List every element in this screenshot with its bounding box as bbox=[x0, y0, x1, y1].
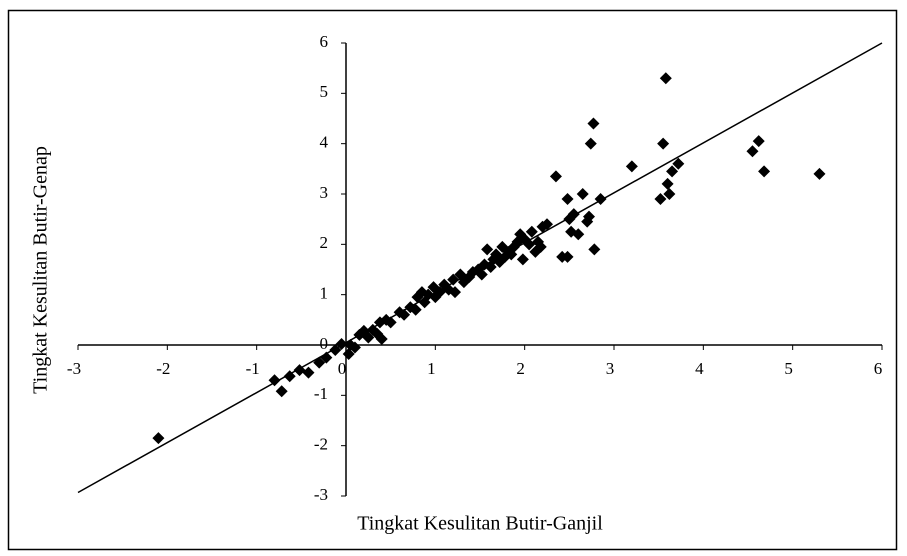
point bbox=[293, 364, 306, 377]
point bbox=[661, 177, 674, 190]
point bbox=[448, 286, 461, 299]
y-tick-label: 0 bbox=[320, 334, 329, 353]
x-tick-label: -1 bbox=[246, 359, 260, 378]
y-tick-label: -2 bbox=[314, 435, 328, 454]
point bbox=[561, 250, 574, 263]
point bbox=[320, 351, 333, 364]
y-axis-title: Tingkat Kesulitan Butir-Genap bbox=[30, 146, 52, 394]
point bbox=[375, 332, 388, 345]
point bbox=[398, 308, 411, 321]
point bbox=[584, 137, 597, 150]
point bbox=[672, 157, 685, 170]
point bbox=[275, 385, 288, 398]
point bbox=[541, 218, 553, 231]
point bbox=[283, 370, 296, 383]
point bbox=[313, 356, 326, 369]
y-tick-label: 5 bbox=[320, 82, 329, 101]
x-tick-label: 5 bbox=[784, 359, 793, 378]
x-tick-label: -2 bbox=[156, 359, 170, 378]
point bbox=[654, 193, 667, 206]
y-tick-label: 1 bbox=[320, 284, 329, 303]
x-axis-title: Tingkat Kesulitan Butir-Ganjil bbox=[357, 513, 603, 535]
x-tick-label: 1 bbox=[427, 359, 436, 378]
point bbox=[447, 273, 460, 286]
point bbox=[663, 188, 676, 200]
point bbox=[567, 208, 580, 221]
point bbox=[475, 268, 488, 281]
y-tick-label: -1 bbox=[314, 384, 328, 403]
point bbox=[362, 331, 375, 344]
point bbox=[534, 240, 547, 253]
point bbox=[523, 238, 536, 251]
point bbox=[588, 243, 601, 256]
point bbox=[516, 253, 529, 266]
x-tick-label: 4 bbox=[695, 359, 704, 378]
point bbox=[335, 337, 348, 350]
point bbox=[409, 303, 422, 316]
x-tick-label: 0 bbox=[338, 359, 347, 378]
x-tick-label: 3 bbox=[606, 359, 615, 378]
point bbox=[758, 165, 771, 178]
point bbox=[659, 72, 672, 85]
point bbox=[752, 135, 765, 148]
point bbox=[384, 316, 397, 329]
y-tick-label: 2 bbox=[320, 233, 329, 252]
point bbox=[342, 348, 355, 361]
point bbox=[746, 145, 759, 158]
point bbox=[302, 366, 315, 379]
point bbox=[329, 344, 342, 357]
y-tick-label: 4 bbox=[320, 133, 329, 152]
point bbox=[666, 165, 679, 178]
point bbox=[625, 160, 638, 173]
x-tick-label: 6 bbox=[874, 359, 883, 378]
point bbox=[572, 228, 585, 241]
point bbox=[582, 210, 595, 223]
point bbox=[587, 117, 600, 130]
y-tick-label: 6 bbox=[320, 32, 329, 51]
point bbox=[525, 225, 538, 238]
point bbox=[813, 167, 826, 180]
y-tick-label: -3 bbox=[314, 485, 328, 504]
point bbox=[576, 188, 589, 200]
point bbox=[657, 137, 670, 150]
x-tick-label: -3 bbox=[67, 359, 81, 378]
point bbox=[268, 374, 281, 387]
point bbox=[561, 193, 574, 206]
point bbox=[481, 243, 494, 256]
point bbox=[152, 432, 165, 445]
point bbox=[348, 341, 361, 354]
point bbox=[594, 193, 607, 206]
x-tick-label: 2 bbox=[516, 359, 525, 378]
point bbox=[433, 286, 446, 299]
y-tick-label: 3 bbox=[320, 183, 329, 202]
point bbox=[549, 170, 562, 183]
